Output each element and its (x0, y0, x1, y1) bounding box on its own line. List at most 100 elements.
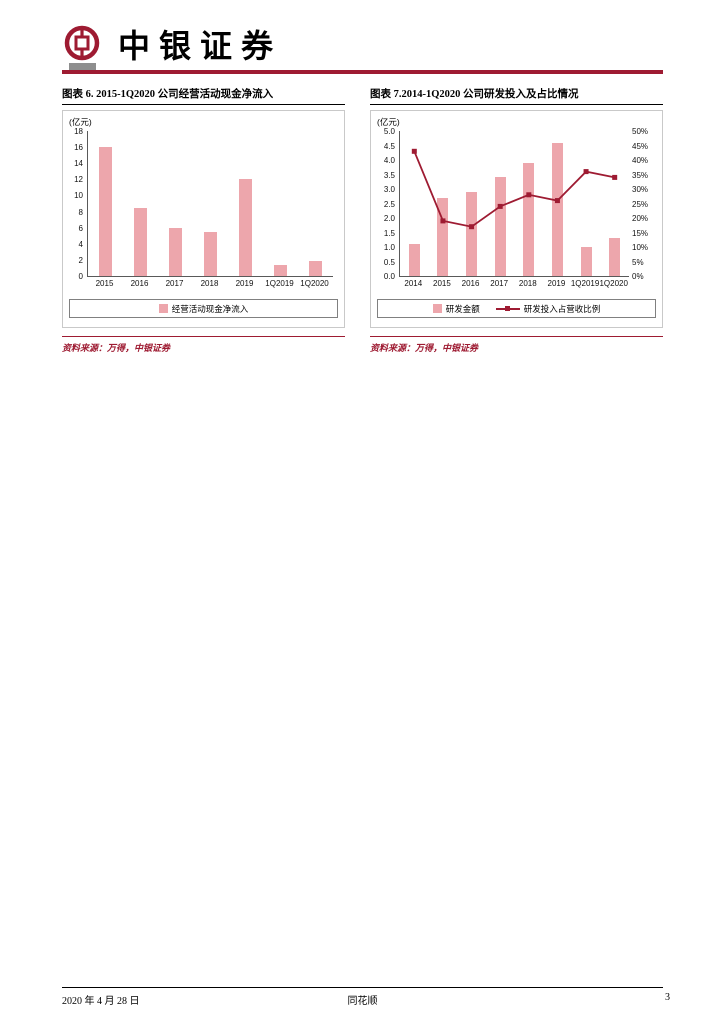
bar (99, 147, 112, 276)
y-axis-tick-label: 4 (78, 239, 83, 249)
legend-label: 研发金额 (445, 303, 480, 314)
figure-7: 图表 7.2014-1Q2020 公司研发投入及占比情况 (亿元) 0.0 0.5… (370, 88, 663, 354)
x-axis-tick-label: 2015 (95, 279, 114, 288)
y-axis-tick-label: 0 (78, 272, 83, 281)
bar (494, 177, 506, 276)
x-axis-tick-label: 2014 (404, 279, 423, 288)
x-axis-tick-label: 2016 (461, 279, 480, 288)
secondary-y-axis-tick-label: 10% (632, 243, 649, 252)
secondary-y-axis-tick-label: 30% (632, 185, 649, 194)
y-axis-tick-label: 4.5 (383, 141, 395, 151)
logo-gray-block (69, 63, 96, 72)
y-axis-tick-label: 1.0 (383, 243, 395, 252)
secondary-y-axis-tick-label: 40% (632, 156, 649, 165)
legend-item: 研发投入占营收比例 (495, 303, 601, 315)
footer-page-number: 3 (665, 992, 670, 1003)
secondary-y-axis-tick-label: 20% (632, 214, 649, 223)
bar (239, 179, 252, 276)
bar (408, 244, 420, 276)
figure-7-unit-label: (亿元) (377, 117, 400, 127)
header-rule (62, 70, 663, 74)
figure-6: 图表 6. 2015-1Q2020 公司经营活动现金净流入 (亿元) 0 2 4 6 8… (62, 88, 345, 354)
x-axis-tick-label: 2015 (433, 279, 451, 288)
bar (274, 264, 287, 276)
secondary-y-axis-tick-label: 15% (632, 228, 649, 238)
y-axis-tick-label: 3.5 (383, 170, 395, 180)
figure-6-chart: (亿元) 0 2 4 6 8 10 12 14 16 18 2015 2016 2017 2018 2019… (62, 110, 345, 328)
secondary-y-axis-tick-label: 5% (632, 257, 644, 267)
x-axis-tick-label: 2017 (490, 279, 509, 288)
x-axis-tick-label: 2019 (235, 279, 254, 288)
figure-6-legend: 经营活动现金净流入 (69, 299, 338, 318)
y-axis-tick-label: 12 (74, 175, 83, 185)
x-axis-tick-label: 1Q2019 (570, 279, 600, 288)
x-axis-tick-label: 2019 (547, 279, 566, 288)
legend-label: 研发投入占营收比例 (523, 303, 601, 314)
x-axis-tick-label: 2017 (165, 279, 184, 288)
bar (551, 142, 563, 276)
y-axis-tick-label: 14 (74, 159, 83, 169)
y-axis-tick-label: 0.0 (383, 272, 395, 281)
y-axis-tick-label: 6 (78, 223, 83, 233)
footer-date: 2020 年 4 月 28 日 (62, 996, 140, 1007)
footer-rule (62, 987, 663, 988)
secondary-y-axis-tick-label: 35% (632, 170, 649, 180)
bar (466, 191, 478, 276)
y-axis-tick-label: 5.0 (383, 127, 395, 136)
y-axis-tick-label: 0.5 (383, 257, 395, 267)
x-axis-tick-label: 2018 (200, 279, 219, 288)
y-axis-tick-label: 18 (74, 127, 83, 136)
x-axis-tick-label: 1Q2020 (599, 279, 628, 288)
figure-6-source-rule (62, 336, 345, 337)
bar (523, 162, 535, 276)
header: 中银证券 (62, 24, 663, 72)
bar (437, 197, 449, 276)
y-axis-tick-label: 2.5 (383, 199, 395, 209)
trend-line (411, 148, 618, 230)
bar (134, 207, 147, 276)
x-axis-tick-label: 1Q2019 (265, 279, 294, 288)
bar (204, 231, 217, 276)
figure-6-plot: 0 2 4 6 8 10 12 14 16 18 2015 2016 2017 2018 2019 1Q201… (69, 127, 338, 290)
y-axis-tick-label: 2 (78, 255, 83, 265)
y-axis-tick-label: 16 (74, 143, 83, 153)
boc-coin-emblem-icon (64, 25, 100, 61)
figure-7-source-rule (370, 336, 663, 337)
figure-6-source: 资料来源：万得，中银证券 (62, 343, 171, 353)
footer-center-text: 同花顺 (347, 996, 378, 1007)
x-axis-tick-label: 2016 (130, 279, 149, 288)
secondary-y-axis-tick-label: 50% (632, 127, 649, 136)
bar-swatch-icon (158, 304, 168, 313)
y-axis-tick-label: 4.0 (383, 156, 395, 165)
figure-7-title-rule (370, 104, 663, 105)
figure-7-chart: (亿元) 0.0 0.5 1.0 1.5 2.0 2.5 3.0 3.5 4.0 4.5 5.0 0%… (370, 110, 663, 328)
bar (169, 227, 182, 276)
plot-area (399, 131, 629, 277)
figure-7-plot: 0.0 0.5 1.0 1.5 2.0 2.5 3.0 3.5 4.0 4.5 5.0 0% 5% 10%… (377, 127, 656, 290)
line-swatch-icon (495, 304, 520, 313)
boc-logo-icon (62, 24, 118, 74)
plot-area (87, 131, 333, 277)
bar-swatch-icon (432, 304, 442, 313)
secondary-y-axis-tick-label: 0% (632, 272, 644, 281)
x-axis-tick-label: 2018 (518, 279, 537, 288)
y-axis-tick-label: 2.0 (383, 214, 395, 223)
figure-6-title-rule (62, 104, 345, 105)
legend-label: 经营活动现金净流入 (171, 303, 249, 314)
y-axis-tick-label: 3.0 (383, 185, 395, 194)
figure-7-legend: 研发金额 研发投入占营收比例 (377, 299, 656, 318)
bar (580, 247, 592, 276)
figures-row: 图表 6. 2015-1Q2020 公司经营活动现金净流入 (亿元) 0 2 4 6 8… (62, 88, 663, 354)
figure-6-title: 图表 6. 2015-1Q2020 公司经营活动现金净流入 (62, 89, 274, 100)
footer: 2020 年 4 月 28 日 同花顺 3 (62, 992, 670, 1007)
y-axis-tick-label: 8 (78, 207, 83, 217)
figure-7-title: 图表 7.2014-1Q2020 公司研发投入及占比情况 (370, 89, 579, 100)
legend-item: 经营活动现金净流入 (158, 303, 249, 315)
x-axis-tick-label: 1Q2020 (300, 279, 329, 288)
bar (609, 238, 621, 276)
figure-6-unit-label: (亿元) (69, 117, 92, 127)
legend-item: 研发金额 (432, 303, 480, 315)
bar (309, 260, 322, 276)
y-axis-tick-label: 10 (74, 191, 83, 201)
